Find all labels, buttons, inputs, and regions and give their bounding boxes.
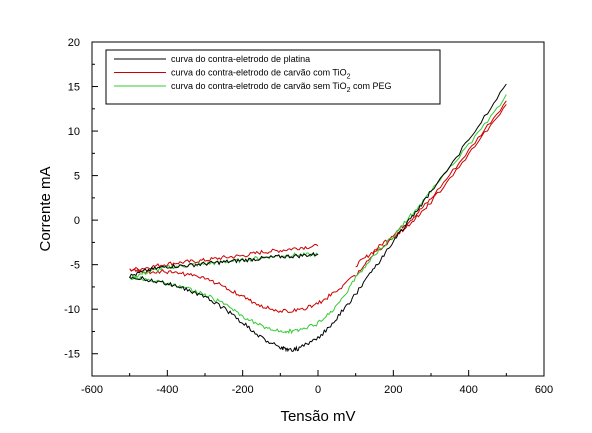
legend-entries: curva do contra-eletrodo de platina curva… bbox=[114, 54, 392, 94]
y-tick-label: 15 bbox=[68, 82, 80, 94]
x-tick-label: 0 bbox=[315, 384, 321, 396]
x-tick-label: 200 bbox=[384, 384, 402, 396]
x-tick-label: 600 bbox=[535, 384, 553, 396]
y-tick-label: 0 bbox=[74, 215, 80, 227]
y-tick-label: 5 bbox=[74, 171, 80, 183]
series-line bbox=[355, 100, 507, 268]
y-tick-label: -10 bbox=[64, 304, 80, 316]
legend: curva do contra-eletrodo de platina curva… bbox=[105, 49, 441, 105]
x-axis-label: Tensão mV bbox=[280, 408, 355, 425]
legend-label: curva do contra-eletrodo de carvão sem T… bbox=[171, 81, 392, 94]
series-line bbox=[129, 94, 507, 335]
series-line bbox=[129, 104, 507, 314]
x-tick-label: 400 bbox=[459, 384, 477, 396]
legend-label: curva do contra-eletrodo de carvão com T… bbox=[171, 68, 351, 81]
tick-group: -600 -400 -200 0 200 400 600 -15 -10 -5 0 5 10 15 20 bbox=[64, 37, 553, 396]
y-tick-label: 20 bbox=[68, 37, 80, 49]
x-tick-label: -400 bbox=[156, 384, 178, 396]
y-tick-label: -5 bbox=[70, 260, 80, 272]
legend-label: curva do contra-eletrodo de platina bbox=[171, 54, 310, 64]
series-line bbox=[129, 83, 507, 353]
y-tick-label: 10 bbox=[68, 126, 80, 138]
y-tick-label: -15 bbox=[64, 349, 80, 361]
x-tick-label: -200 bbox=[232, 384, 254, 396]
x-tick-label: -600 bbox=[81, 384, 103, 396]
y-axis-label: Corrente mA bbox=[37, 166, 54, 251]
series-group bbox=[129, 83, 507, 353]
